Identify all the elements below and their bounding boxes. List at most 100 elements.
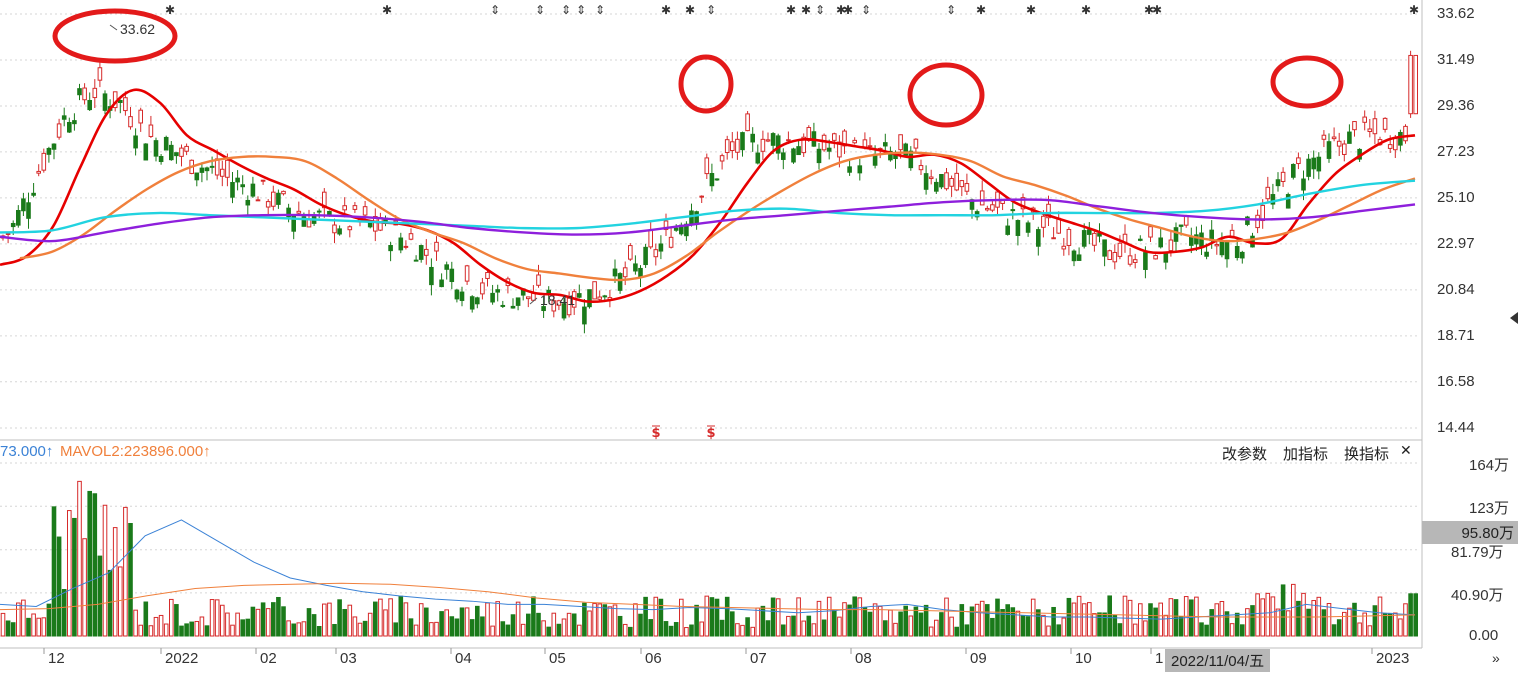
volume-bar	[1199, 622, 1204, 637]
candle-body	[480, 282, 485, 295]
candle-body	[612, 268, 618, 277]
time-tick-label: 2023	[1376, 650, 1410, 667]
star-marker-icon: ✱	[685, 3, 695, 17]
candle-body	[1173, 227, 1179, 242]
volume-bar	[408, 618, 414, 637]
price-tick-label: 33.62	[1437, 5, 1475, 22]
volume-bar	[383, 609, 388, 637]
volume-bar	[1393, 612, 1398, 637]
candle-body	[459, 291, 465, 301]
volume-bar	[893, 622, 898, 637]
candle-body	[56, 123, 62, 138]
candle-body	[985, 207, 990, 211]
volume-bar	[1061, 617, 1067, 637]
candle-body	[1275, 179, 1281, 187]
volume-average-lines	[0, 519, 1416, 620]
candle-body	[271, 191, 276, 207]
candle-body	[41, 152, 47, 171]
volume-bar	[1311, 600, 1317, 637]
volume-bar	[480, 616, 485, 637]
volume-bar	[760, 605, 766, 637]
candle-body	[536, 274, 541, 286]
volume-bar	[1336, 619, 1342, 637]
volume-bar	[928, 626, 934, 637]
star-marker-icon: ✱	[786, 3, 796, 17]
price-pointer-icon	[1510, 312, 1518, 324]
volume-bar	[750, 626, 756, 637]
candle-body	[16, 210, 21, 226]
volume-bars	[0, 480, 1419, 637]
candle-body	[653, 249, 659, 258]
volume-bar	[755, 607, 761, 637]
volume-bar	[21, 599, 26, 637]
price-gridlines	[0, 13, 1420, 429]
volume-bar	[597, 603, 603, 637]
volume-bar	[954, 626, 960, 637]
mavol1-legend: 73.000↑	[0, 443, 54, 460]
candle-body	[143, 143, 149, 161]
volume-bar	[46, 603, 52, 637]
candle-body	[36, 170, 42, 174]
volume-bar	[551, 612, 557, 637]
time-tick-label: 03	[340, 650, 357, 667]
close-icon[interactable]: ✕	[1400, 443, 1412, 459]
candle-body	[296, 210, 302, 214]
volume-bar	[847, 604, 852, 637]
volume-bar	[179, 625, 184, 637]
volume-bar	[1250, 605, 1255, 637]
candle-body	[648, 229, 654, 248]
candlestick-series	[0, 50, 1419, 334]
candle-body	[1102, 239, 1107, 257]
volume-bar	[816, 600, 822, 637]
volume-bar	[429, 622, 434, 637]
volume-bar	[617, 615, 623, 637]
candle-body	[469, 296, 475, 310]
volume-bar	[796, 597, 801, 637]
candle-body	[934, 181, 939, 192]
volume-bar	[1122, 595, 1128, 637]
candle-body	[1020, 197, 1026, 210]
candle-body	[1153, 255, 1158, 260]
candle-body	[663, 220, 669, 231]
volume-tick-label: 164万	[1469, 457, 1510, 474]
candle-body	[408, 233, 414, 240]
candle-body	[526, 296, 531, 300]
candle-body	[587, 289, 592, 308]
volume-bar	[648, 619, 654, 637]
candle-body	[1107, 250, 1113, 261]
modify-params-button[interactable]: 改参数	[1222, 445, 1268, 463]
volume-bar	[1030, 598, 1036, 637]
volume-bar	[439, 611, 444, 637]
volume-tick-label: 0.00	[1469, 627, 1499, 644]
volume-bar	[571, 613, 577, 637]
candle-body	[1066, 228, 1072, 246]
volume-bar	[118, 566, 123, 637]
volume-bar	[679, 598, 684, 637]
candle-body	[658, 243, 664, 252]
candle-body	[21, 198, 26, 212]
volume-bar	[765, 620, 771, 637]
volume-bar	[1229, 623, 1235, 637]
add-indicator-button[interactable]: 加指标	[1283, 445, 1329, 463]
volume-bar	[413, 624, 419, 637]
switch-indicator-button[interactable]: 换指标	[1344, 445, 1390, 463]
candle-body	[82, 87, 87, 101]
price-tick-label: 18.71	[1437, 326, 1475, 344]
volume-bar	[1367, 625, 1373, 637]
candle-body	[903, 143, 909, 156]
volume-bar	[995, 598, 1000, 637]
mavol2-line	[0, 582, 1416, 618]
volume-bar	[985, 604, 990, 637]
candle-body	[1403, 125, 1408, 142]
dividend-marker-icon: $	[706, 426, 715, 441]
volume-bar	[469, 619, 475, 637]
moving-average-line	[0, 179, 1416, 234]
star-marker-icon: ✱	[1144, 3, 1154, 17]
volume-bar	[153, 616, 159, 637]
candle-body	[1148, 226, 1153, 238]
scroll-right-button[interactable]: »	[1492, 650, 1500, 666]
volume-bar	[1372, 605, 1378, 637]
time-tick-label: 07	[750, 650, 767, 667]
candle-body	[46, 147, 52, 155]
